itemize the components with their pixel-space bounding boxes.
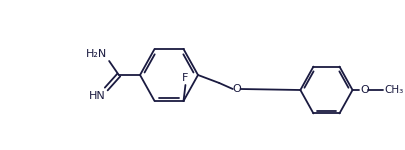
Text: HN: HN: [89, 91, 105, 101]
Text: H₂N: H₂N: [86, 49, 107, 59]
Text: O: O: [232, 84, 241, 94]
Text: F: F: [182, 73, 189, 83]
Text: O: O: [360, 85, 369, 95]
Text: CH₃: CH₃: [384, 85, 404, 95]
